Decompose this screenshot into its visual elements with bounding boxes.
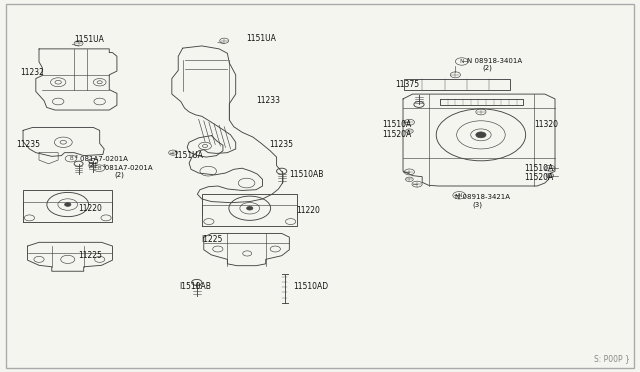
- Text: (3): (3): [472, 201, 482, 208]
- Text: N: N: [457, 193, 461, 198]
- Circle shape: [65, 203, 71, 206]
- Text: 11233: 11233: [256, 96, 280, 105]
- Text: l1225: l1225: [201, 235, 223, 244]
- Text: B: B: [97, 166, 101, 171]
- Text: 11225: 11225: [79, 251, 102, 260]
- Text: N 08918-3401A: N 08918-3401A: [467, 58, 522, 64]
- Text: (2): (2): [483, 65, 493, 71]
- Text: l1510AB: l1510AB: [179, 282, 211, 291]
- Bar: [404, 78, 509, 90]
- Text: B: B: [69, 156, 73, 161]
- Text: 11510AD: 11510AD: [293, 282, 328, 291]
- Circle shape: [476, 132, 486, 138]
- Text: 11232: 11232: [20, 68, 44, 77]
- Text: 11220: 11220: [79, 205, 102, 214]
- Text: 11235: 11235: [269, 140, 293, 149]
- Text: 11510A: 11510A: [524, 164, 554, 173]
- Text: S: P00P }: S: P00P }: [594, 354, 630, 363]
- Text: 11320: 11320: [534, 121, 559, 129]
- Text: ³ 081A7-0201A: ³ 081A7-0201A: [75, 155, 127, 161]
- Text: 11520A: 11520A: [524, 173, 554, 182]
- Circle shape: [246, 206, 253, 210]
- Text: (2): (2): [115, 171, 124, 178]
- Text: N 08918-3421A: N 08918-3421A: [456, 194, 510, 200]
- Text: 11510A: 11510A: [383, 121, 412, 129]
- Text: ³081A7-0201A: ³081A7-0201A: [103, 165, 154, 171]
- Text: 11510AB: 11510AB: [289, 170, 324, 179]
- Text: 1151UA: 1151UA: [74, 35, 104, 44]
- Text: N: N: [460, 59, 464, 64]
- Text: (2): (2): [88, 162, 97, 169]
- Text: 11220: 11220: [296, 206, 320, 215]
- Text: 1151UA: 1151UA: [246, 34, 276, 43]
- Text: 1151UA: 1151UA: [173, 151, 203, 160]
- Text: 11520A: 11520A: [383, 129, 412, 139]
- Text: 11235: 11235: [17, 140, 41, 149]
- Text: 11375: 11375: [396, 80, 419, 89]
